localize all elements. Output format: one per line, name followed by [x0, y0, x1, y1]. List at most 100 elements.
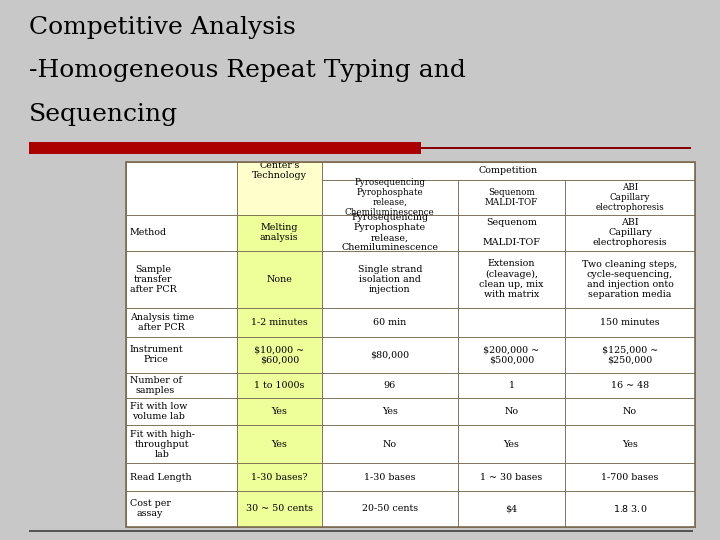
Text: Sequencing: Sequencing — [29, 103, 178, 126]
Bar — [237, 337, 322, 373]
Bar — [126, 463, 237, 491]
Bar — [126, 373, 237, 398]
Text: Sample
transfer
after PCR: Sample transfer after PCR — [130, 265, 176, 294]
Bar — [565, 308, 695, 337]
Bar — [126, 308, 237, 337]
Text: 60 min: 60 min — [373, 318, 407, 327]
Text: 1-30 bases: 1-30 bases — [364, 472, 415, 482]
Bar — [565, 398, 695, 426]
Text: 1-30 bases?: 1-30 bases? — [251, 472, 307, 482]
Bar — [565, 251, 695, 308]
Bar — [237, 251, 322, 308]
Bar — [126, 426, 237, 463]
Bar — [322, 398, 458, 426]
Bar — [126, 337, 237, 373]
Bar — [322, 337, 458, 373]
Bar — [565, 373, 695, 398]
Bar — [322, 463, 458, 491]
Bar — [458, 463, 565, 491]
Text: Fit with low
volume lab: Fit with low volume lab — [130, 402, 187, 421]
Text: Pyrosequencing
Pyrophosphate
release,
Chemiluminescence: Pyrosequencing Pyrophosphate release, Ch… — [345, 178, 435, 217]
Bar — [322, 162, 695, 180]
Text: Fit with high-
throughput
lab: Fit with high- throughput lab — [130, 430, 194, 459]
Bar — [421, 147, 691, 149]
Bar — [565, 491, 695, 526]
Bar — [322, 215, 458, 251]
Text: Sequenom
MALDI-TOF: Sequenom MALDI-TOF — [485, 188, 538, 207]
Text: Single strand
isolation and
injection: Single strand isolation and injection — [358, 265, 422, 294]
Text: No: No — [505, 407, 518, 416]
Text: 1-2 minutes: 1-2 minutes — [251, 318, 307, 327]
Text: No: No — [383, 440, 397, 449]
Bar — [322, 251, 458, 308]
Bar — [458, 373, 565, 398]
Text: $125,000 ~
$250,000: $125,000 ~ $250,000 — [602, 346, 658, 365]
Bar — [565, 180, 695, 215]
Text: 1 to 1000s: 1 to 1000s — [254, 381, 305, 390]
Text: Melting
analysis: Melting analysis — [260, 223, 299, 242]
Bar — [458, 491, 565, 526]
Text: No: No — [623, 407, 637, 416]
Bar — [29, 142, 421, 154]
Text: Method: Method — [130, 228, 167, 237]
Bar — [237, 162, 322, 215]
Bar — [126, 251, 237, 308]
Text: $10,000 ~
$60,000: $10,000 ~ $60,000 — [254, 346, 305, 365]
Bar — [565, 337, 695, 373]
Text: $80,000: $80,000 — [370, 350, 410, 360]
Bar — [126, 398, 237, 426]
Text: $200,000 ~
$500,000: $200,000 ~ $500,000 — [483, 346, 539, 365]
Bar — [126, 215, 237, 251]
Bar — [237, 491, 322, 526]
Bar — [237, 463, 322, 491]
Text: ABI
Capillary
electrophoresis: ABI Capillary electrophoresis — [593, 218, 667, 247]
Bar — [237, 373, 322, 398]
Text: Competition: Competition — [479, 166, 538, 176]
Text: 30 ~ 50 cents: 30 ~ 50 cents — [246, 504, 312, 513]
Bar — [322, 373, 458, 398]
Text: $4: $4 — [505, 504, 518, 513]
Text: -Homogeneous Repeat Typing and: -Homogeneous Repeat Typing and — [29, 59, 466, 83]
Text: 1 ~ 30 bases: 1 ~ 30 bases — [480, 472, 543, 482]
Text: 150 minutes: 150 minutes — [600, 318, 660, 327]
Bar — [237, 398, 322, 426]
Bar — [458, 308, 565, 337]
Text: Yes: Yes — [382, 407, 397, 416]
Text: Pyrosequencing
Pyrophosphate
release,
Chemiluminescence: Pyrosequencing Pyrophosphate release, Ch… — [341, 213, 438, 252]
Text: Center's
Technology: Center's Technology — [252, 161, 307, 180]
Bar — [458, 426, 565, 463]
Text: Competitive Analysis: Competitive Analysis — [29, 16, 295, 39]
Bar — [565, 426, 695, 463]
Text: Analysis time
after PCR: Analysis time after PCR — [130, 313, 194, 332]
Text: Yes: Yes — [271, 440, 287, 449]
Text: Two cleaning steps,
cycle-sequencing,
and injection onto
separation media: Two cleaning steps, cycle-sequencing, an… — [582, 260, 678, 299]
Text: ABI
Capillary
electrophoresis: ABI Capillary electrophoresis — [595, 183, 665, 212]
Bar — [565, 463, 695, 491]
Bar — [565, 215, 695, 251]
Bar — [458, 215, 565, 251]
Bar — [237, 308, 322, 337]
Bar — [322, 426, 458, 463]
Bar — [237, 215, 322, 251]
Text: Extension
(cleavage),
clean up, mix
with matrix: Extension (cleavage), clean up, mix with… — [480, 260, 544, 299]
Bar — [126, 162, 237, 215]
Text: 1-700 bases: 1-700 bases — [601, 472, 659, 482]
Text: Yes: Yes — [503, 440, 519, 449]
Text: Number of
samples: Number of samples — [130, 376, 181, 395]
Bar — [322, 180, 458, 215]
Text: Read Length: Read Length — [130, 472, 192, 482]
Bar — [126, 162, 695, 526]
Text: Sequenom

MALDI-TOF: Sequenom MALDI-TOF — [482, 218, 541, 247]
Bar — [458, 337, 565, 373]
Bar — [322, 308, 458, 337]
Text: 20-50 cents: 20-50 cents — [361, 504, 418, 513]
Text: Yes: Yes — [271, 407, 287, 416]
Text: Cost per
assay: Cost per assay — [130, 499, 171, 518]
Bar — [458, 180, 565, 215]
Text: Yes: Yes — [622, 440, 638, 449]
Bar — [29, 530, 693, 532]
Text: None: None — [266, 275, 292, 284]
Text: 96: 96 — [384, 381, 396, 390]
Bar — [458, 251, 565, 308]
Text: 1: 1 — [508, 381, 515, 390]
